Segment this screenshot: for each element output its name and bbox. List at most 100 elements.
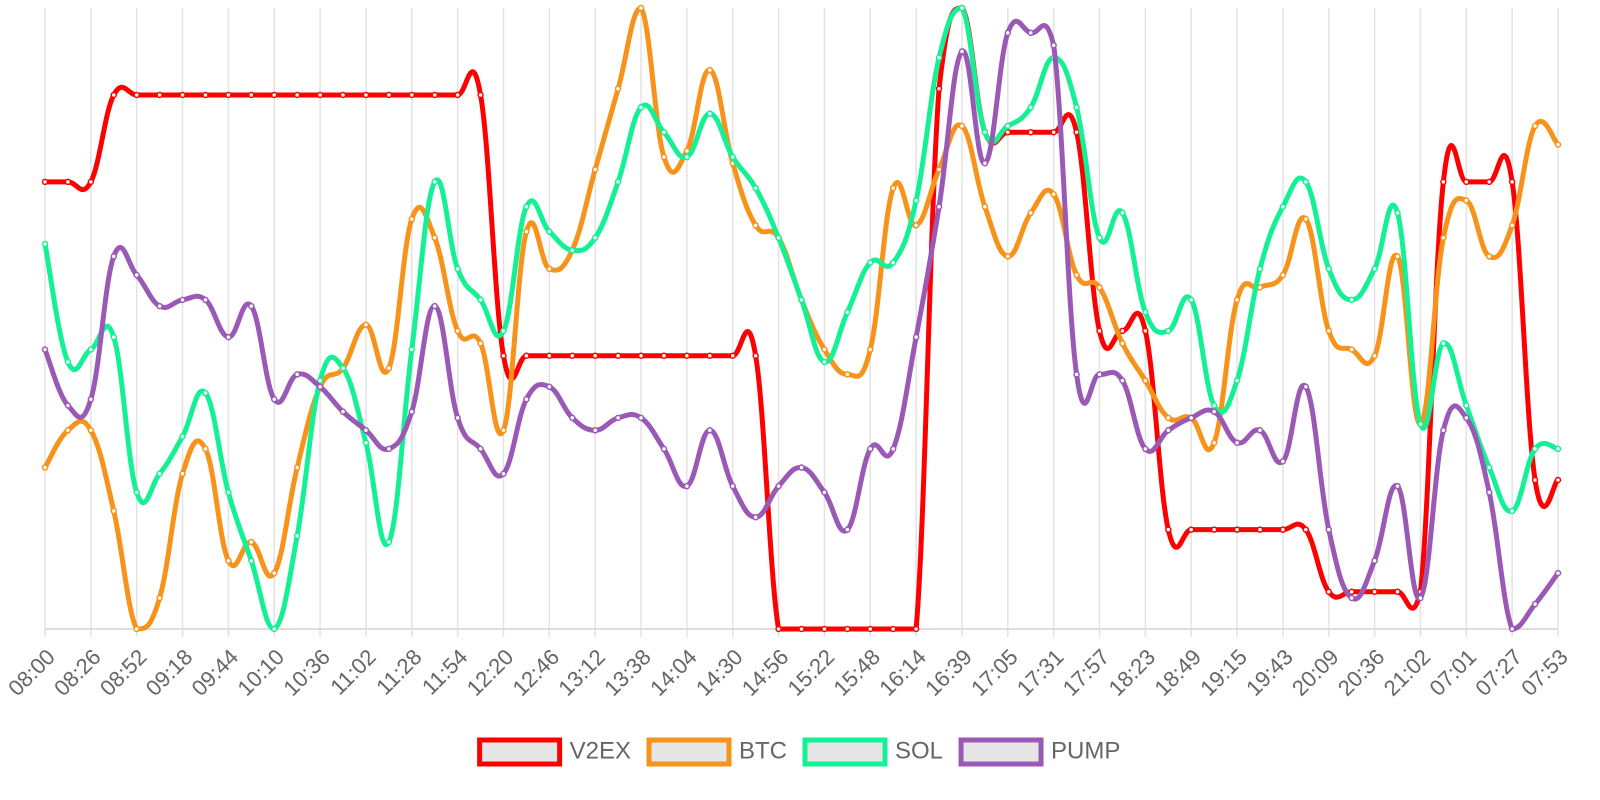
data-point xyxy=(1119,340,1126,347)
data-point xyxy=(87,427,95,434)
data-point xyxy=(706,352,714,360)
data-point xyxy=(1394,209,1401,217)
data-point xyxy=(591,352,599,360)
x-tick-label: 12:20 xyxy=(462,644,519,701)
data-point xyxy=(1256,427,1264,434)
data-point xyxy=(454,91,461,99)
x-tick-label: 08:26 xyxy=(49,644,106,701)
data-point xyxy=(729,153,736,161)
data-point xyxy=(523,352,530,360)
data-point xyxy=(270,91,278,99)
data-point xyxy=(637,352,645,360)
data-point xyxy=(1325,526,1333,533)
data-point xyxy=(867,259,874,266)
x-tick-label: 20:36 xyxy=(1333,644,1390,701)
data-point xyxy=(87,395,95,403)
data-point xyxy=(546,228,553,235)
data-point xyxy=(1531,122,1539,130)
data-point xyxy=(156,91,163,99)
data-point xyxy=(1119,377,1126,384)
data-point xyxy=(202,445,209,453)
data-point xyxy=(1531,600,1539,608)
legend-swatch xyxy=(646,737,732,767)
data-point xyxy=(293,91,301,99)
data-point xyxy=(1233,526,1241,533)
data-point xyxy=(477,91,484,99)
x-tick-label: 17:57 xyxy=(1058,644,1115,701)
data-point xyxy=(889,184,897,192)
data-point xyxy=(1004,253,1012,260)
data-point xyxy=(454,327,461,335)
data-point xyxy=(248,538,255,546)
data-point xyxy=(637,104,645,111)
data-point xyxy=(133,271,140,279)
data-point xyxy=(1463,402,1470,409)
data-point xyxy=(1417,594,1424,602)
data-point xyxy=(41,346,49,353)
data-point xyxy=(64,427,72,434)
data-point xyxy=(981,128,989,136)
data-point xyxy=(867,625,874,633)
data-point xyxy=(179,91,186,99)
data-point xyxy=(775,625,782,633)
data-point xyxy=(660,128,668,136)
data-point xyxy=(1073,371,1080,378)
data-point xyxy=(614,85,622,92)
data-point xyxy=(706,427,714,434)
data-point xyxy=(1348,346,1355,353)
data-point xyxy=(179,296,186,304)
data-point xyxy=(591,166,599,173)
data-point xyxy=(1096,327,1103,335)
data-point xyxy=(1485,489,1493,496)
x-tick-label: 18:23 xyxy=(1104,644,1161,701)
legend-item: SOL xyxy=(802,737,943,767)
x-tick-label: 13:38 xyxy=(599,644,656,701)
data-point xyxy=(248,302,255,310)
data-point xyxy=(41,178,49,186)
data-point xyxy=(110,91,118,99)
data-point xyxy=(1165,414,1172,422)
data-point xyxy=(270,625,278,633)
data-point xyxy=(339,364,347,372)
x-tick-label: 21:02 xyxy=(1379,644,1436,701)
x-tick-label: 11:02 xyxy=(325,644,380,699)
data-point xyxy=(156,302,163,310)
x-tick-label: 11:28 xyxy=(371,644,426,699)
data-point xyxy=(1325,265,1333,273)
data-point xyxy=(1508,625,1516,633)
data-point xyxy=(1463,178,1470,186)
x-tick-label: 14:30 xyxy=(691,644,748,701)
data-point xyxy=(316,383,324,391)
data-point xyxy=(1233,377,1241,384)
data-point xyxy=(1394,482,1401,490)
data-point xyxy=(110,507,118,515)
data-point xyxy=(500,352,507,360)
data-point xyxy=(1004,29,1012,37)
data-point xyxy=(1050,128,1057,136)
data-point xyxy=(500,327,507,335)
data-point xyxy=(454,414,461,422)
data-point xyxy=(64,358,72,366)
x-tick-label: 08:00 xyxy=(3,644,60,701)
data-point xyxy=(225,91,232,99)
data-point xyxy=(408,215,416,223)
data-point xyxy=(385,364,393,372)
data-point xyxy=(1508,507,1516,515)
data-point xyxy=(1463,414,1470,422)
data-point xyxy=(1508,222,1516,229)
data-point xyxy=(179,433,186,440)
data-point xyxy=(752,352,759,360)
data-point xyxy=(752,222,759,229)
data-point xyxy=(912,197,920,204)
data-point xyxy=(706,110,714,117)
data-point xyxy=(1256,265,1264,273)
x-tick-label: 19:43 xyxy=(1241,644,1298,701)
data-point xyxy=(1394,253,1401,260)
data-point xyxy=(477,296,484,304)
data-point xyxy=(41,464,49,471)
data-point xyxy=(1302,383,1310,391)
data-point xyxy=(729,352,736,360)
data-point xyxy=(935,203,943,210)
data-point xyxy=(1554,476,1562,484)
data-point xyxy=(614,352,622,360)
